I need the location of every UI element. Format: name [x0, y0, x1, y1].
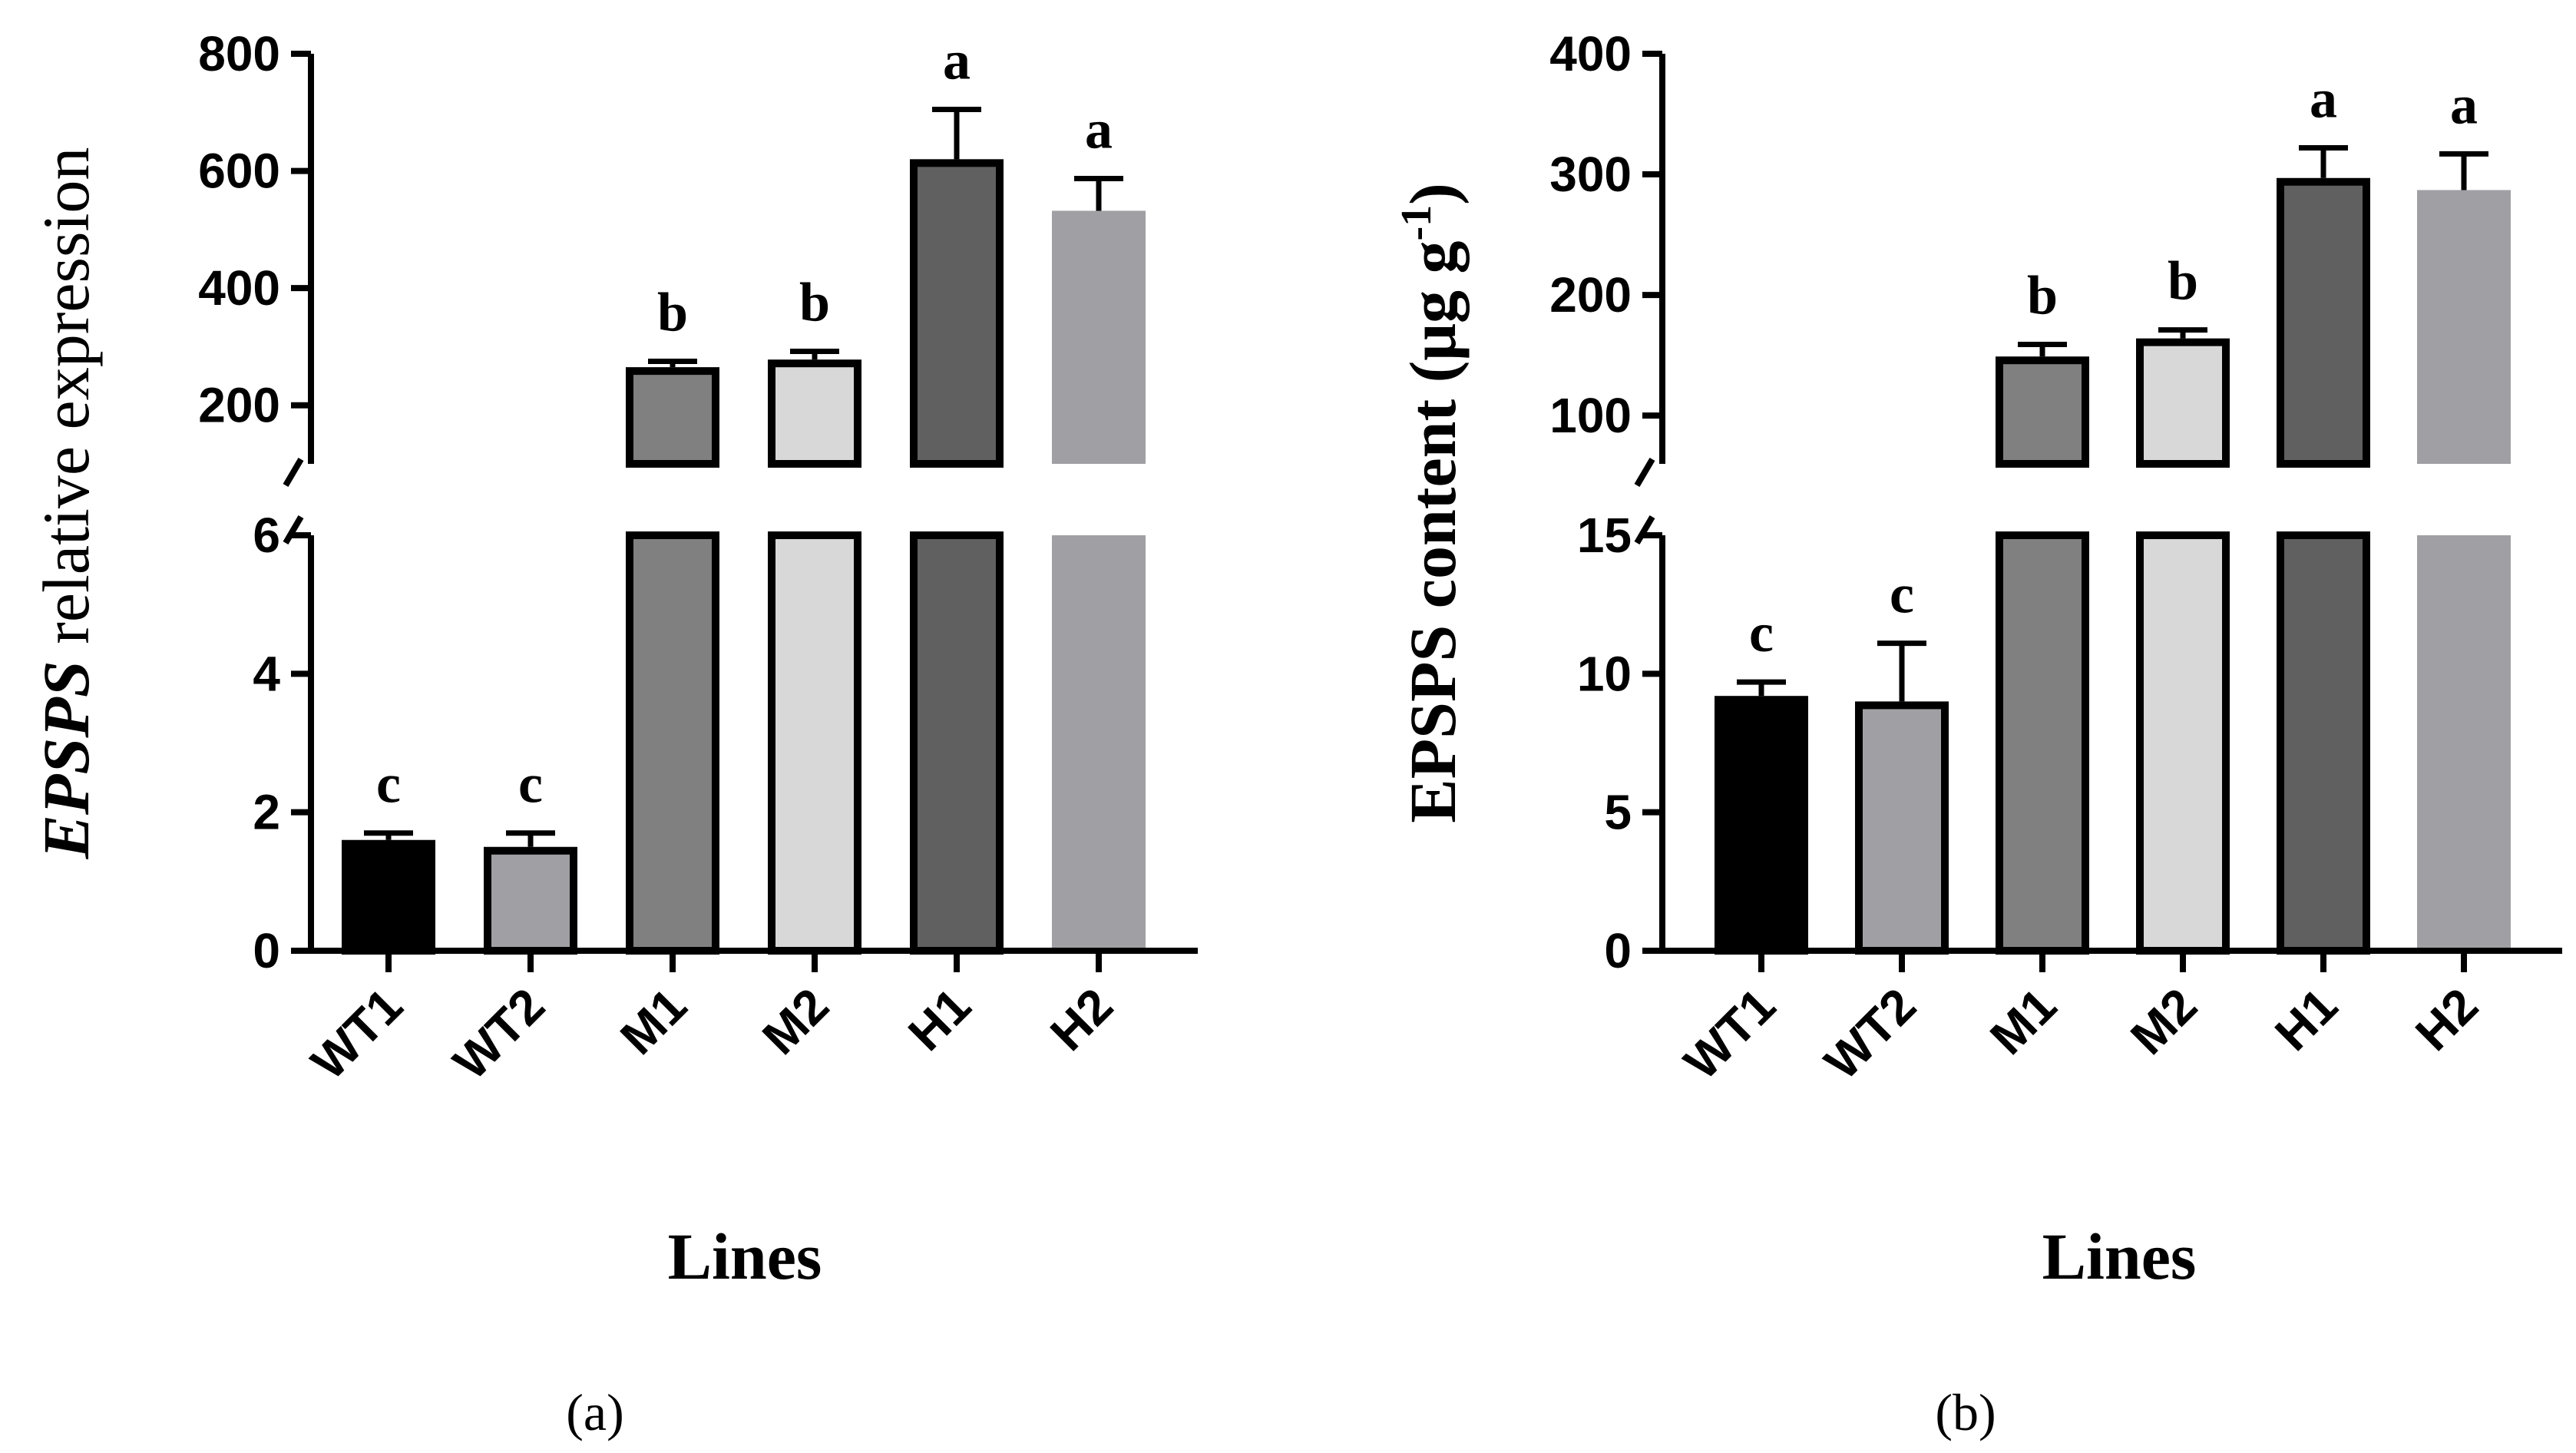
- panel-a-chart: 0 2 4 6 200 400 600 800 WT1 WT2 M1 M2 H1 H2 c c b b a a E…: [29, 26, 1198, 1441]
- bar-M1-upper: [626, 367, 719, 468]
- x-tick-label-H1: H1: [898, 978, 981, 1061]
- panel-b-y-label-main: EPSPS content (μg g: [1396, 241, 1470, 823]
- bar-WT1: [342, 839, 435, 955]
- x-tick-label-M2: M2: [752, 978, 839, 1065]
- panel-b-significance-letters: c c b b a a: [1749, 68, 2478, 664]
- x-tick-label-WT2: WT2: [442, 978, 554, 1090]
- panel-b-break-mark-lower: [1634, 515, 1655, 545]
- panel-a-bars: [342, 159, 1146, 955]
- panel-b-break-mark-upper: [1634, 457, 1655, 488]
- y-tick-label-lower-1: 2: [253, 785, 280, 840]
- panel-b-x-axis-label: Lines: [2042, 1220, 2197, 1293]
- significance-M1: b: [657, 282, 688, 343]
- panel-a-error-bars: [364, 106, 1123, 847]
- x-tick-label-H2: H2: [1040, 978, 1123, 1061]
- significance-H1: a: [943, 29, 971, 91]
- bar-H1-lower: [2277, 531, 2370, 955]
- significance-WT2: c: [1890, 564, 1914, 625]
- bar-WT2: [484, 846, 577, 955]
- significance-WT2: c: [518, 753, 543, 815]
- bar-M2-lower: [2136, 531, 2230, 955]
- panel-a-significance-letters: c c b b a a: [376, 29, 1113, 814]
- x-tick-label-H2: H2: [2405, 978, 2488, 1061]
- panel-b-error-bars: [1737, 145, 2488, 702]
- y-tick-label-lower-1: 5: [1604, 785, 1632, 840]
- y-tick-label-lower-0: 0: [253, 923, 280, 978]
- bar-WT1: [1715, 696, 1808, 955]
- x-tick-label-WT1: WT1: [300, 978, 412, 1090]
- bar-H2-upper: [1052, 210, 1146, 464]
- y-tick-label-upper-3: 400: [1549, 26, 1632, 81]
- panel-a-x-ticks: WT1 WT2 M1 M2 H1 H2: [300, 951, 1123, 1090]
- y-tick-label-lower-0: 0: [1604, 923, 1632, 978]
- y-tick-label-lower-3: 15: [1577, 508, 1632, 563]
- panel-a-label: (a): [566, 1383, 623, 1441]
- bar-H2-lower: [2417, 535, 2511, 951]
- bar-H2-lower: [1052, 535, 1146, 951]
- x-tick-label-WT2: WT2: [1814, 978, 1926, 1090]
- x-tick-label-WT1: WT1: [1673, 978, 1785, 1090]
- x-tick-label-M2: M2: [2120, 978, 2207, 1065]
- panel-a-y-label-rest: relative expression: [29, 147, 103, 661]
- panel-a-y-axis-label: EPSPS relative expression: [29, 147, 103, 860]
- y-tick-label-upper-2: 300: [1549, 147, 1632, 202]
- bar-H1-upper: [2277, 177, 2370, 468]
- x-tick-label-H1: H1: [2264, 978, 2348, 1061]
- panel-b-bars: [1715, 177, 2511, 955]
- y-tick-label-upper-0: 200: [198, 378, 280, 433]
- bar-H1-lower: [910, 531, 1004, 955]
- significance-H2: a: [1085, 98, 1113, 160]
- panel-b-x-ticks: WT1 WT2 M1 M2 H1 H2: [1673, 951, 2488, 1090]
- bar-M1-upper: [1996, 356, 2089, 468]
- y-tick-label-upper-2: 600: [198, 144, 280, 199]
- panel-a-x-axis-label: Lines: [668, 1220, 822, 1293]
- y-tick-label-upper-3: 800: [198, 26, 280, 81]
- panel-a-y-label-italic: EPSPS: [29, 660, 103, 859]
- y-tick-label-upper-1: 400: [198, 260, 280, 316]
- y-tick-label-lower-3: 6: [253, 508, 280, 563]
- panel-b-chart: 0 5 10 15 100 200 300 400 WT1 WT2 M1 M2 H1 H2 c c b b a a…: [1393, 26, 2562, 1441]
- significance-H2: a: [2450, 74, 2478, 135]
- significance-H1: a: [2310, 68, 2337, 130]
- panel-b-y-ticks: 0 5 10 15 100 200 300 400: [1549, 26, 1662, 978]
- panel-a-break-mark-upper: [283, 457, 304, 488]
- bar-H1-upper: [910, 159, 1004, 468]
- bar-WT2: [1855, 701, 1949, 955]
- bar-H2-upper: [2417, 190, 2511, 464]
- panel-b-label: (b): [1935, 1383, 1996, 1441]
- bar-M2-upper: [768, 359, 861, 468]
- bar-M1-lower: [1996, 531, 2089, 955]
- bar-M1-lower: [626, 531, 719, 955]
- panel-b-y-axis-label: EPSPS content (μg g-1): [1393, 183, 1470, 823]
- panel-a-break-mark-lower: [283, 515, 304, 545]
- panel-a-y-ticks: 0 2 4 6 200 400 600 800: [198, 26, 311, 978]
- y-tick-label-lower-2: 10: [1577, 646, 1632, 701]
- significance-WT1: c: [376, 753, 401, 815]
- bar-M2-upper: [2136, 338, 2230, 468]
- x-tick-label-M1: M1: [1979, 978, 2067, 1065]
- y-tick-label-upper-1: 200: [1549, 267, 1632, 323]
- significance-M2: b: [2168, 250, 2198, 312]
- bar-M2-lower: [768, 531, 861, 955]
- panel-b-y-label-superscript: -1: [1393, 205, 1440, 241]
- x-tick-label-M1: M1: [610, 978, 697, 1065]
- panel-b-y-label-close: ): [1396, 183, 1470, 205]
- significance-WT1: c: [1749, 602, 1774, 664]
- y-tick-label-upper-0: 100: [1549, 388, 1632, 443]
- y-tick-label-lower-2: 4: [253, 646, 280, 701]
- significance-M1: b: [2027, 265, 2058, 326]
- significance-M2: b: [799, 272, 830, 333]
